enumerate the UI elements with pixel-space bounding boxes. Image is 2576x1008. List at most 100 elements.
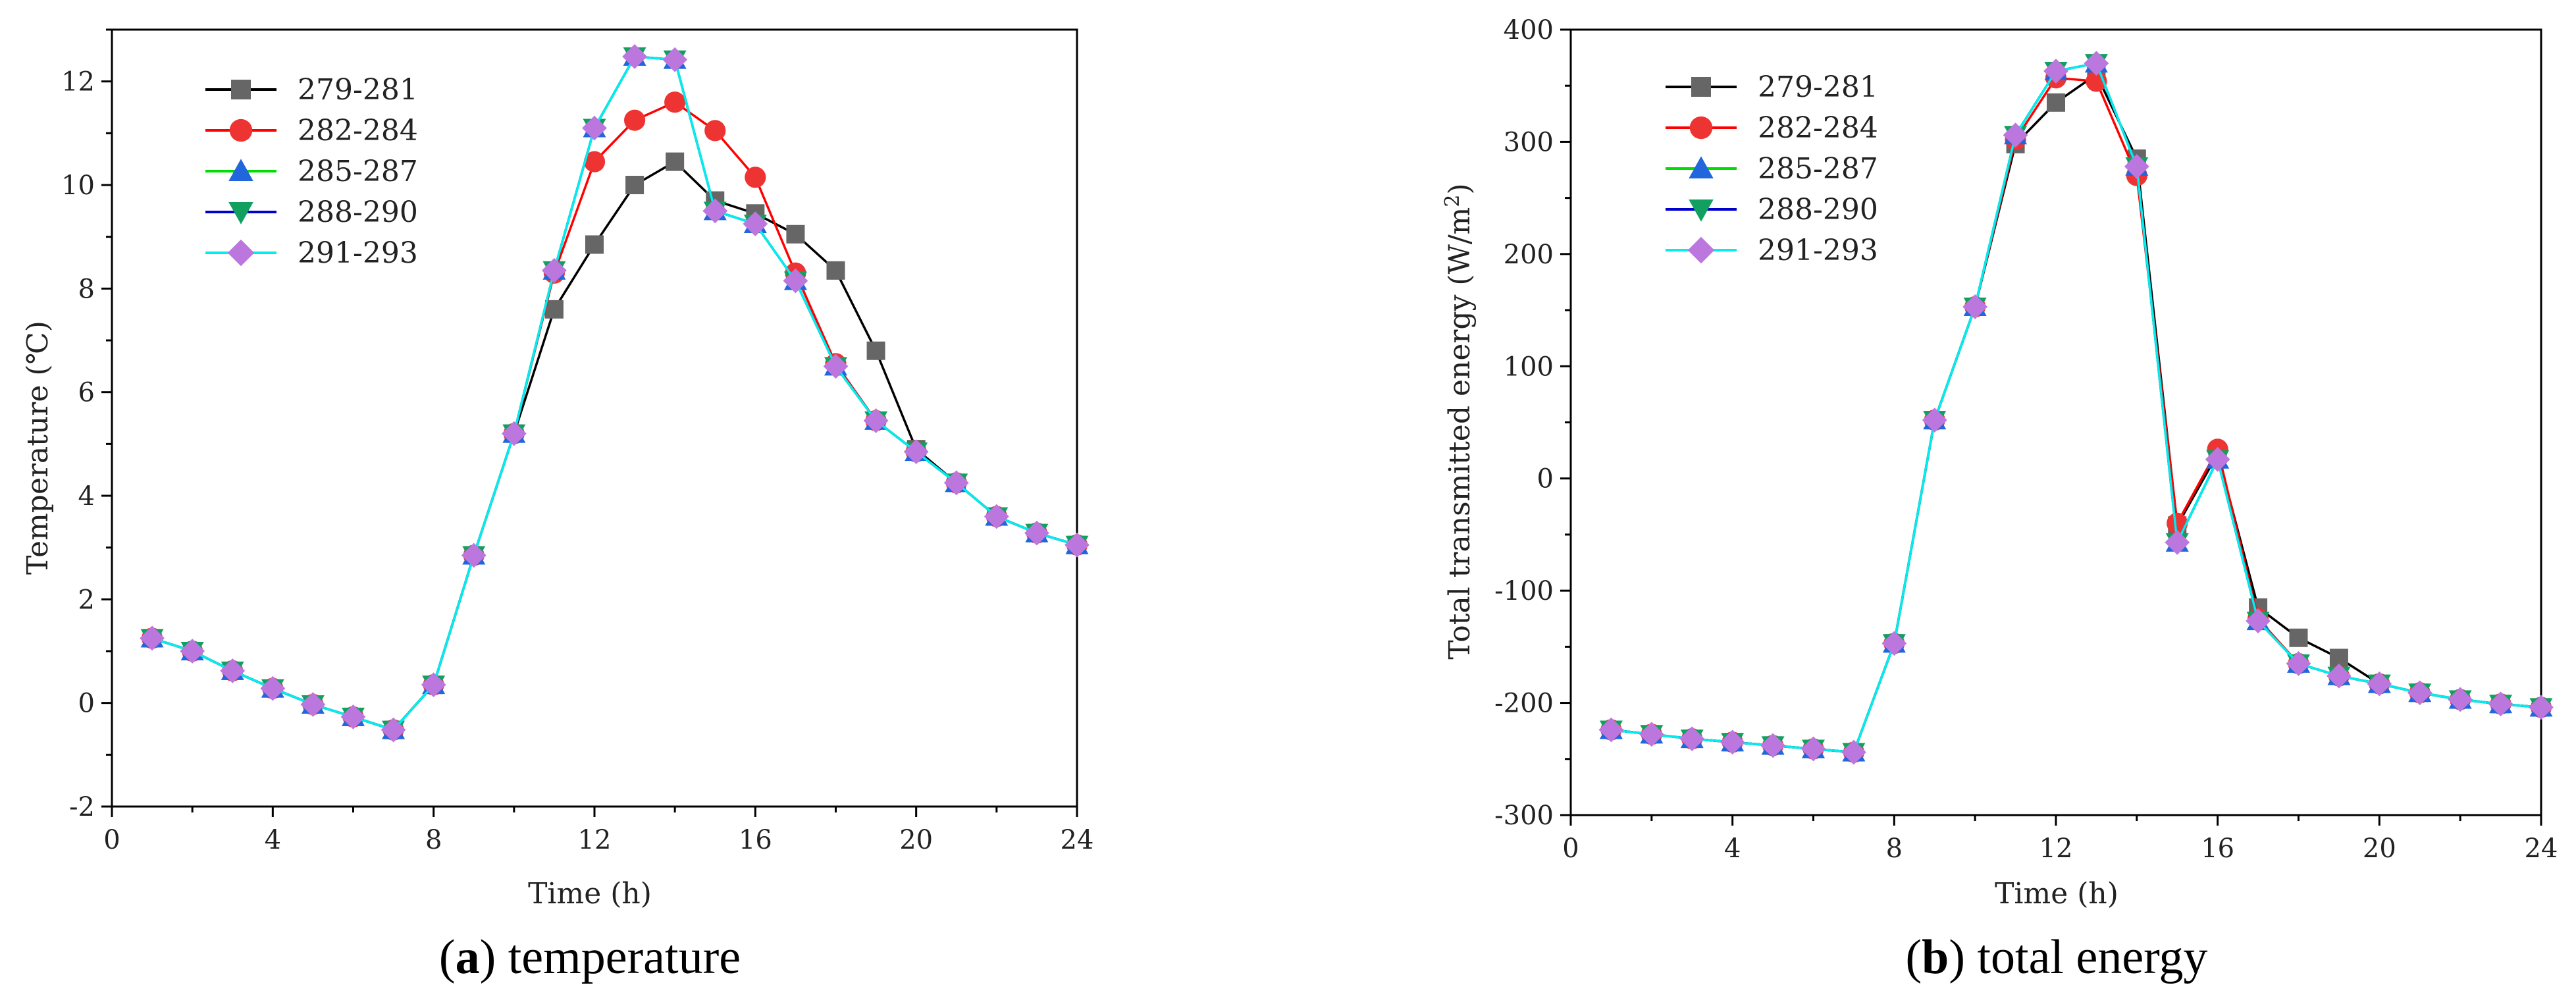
data-point	[2084, 51, 2109, 76]
legend: 279-281 282-284 285-287 288-290 291-293	[205, 73, 418, 270]
series-line	[151, 55, 1078, 731]
legend-label: 291-293	[298, 236, 418, 270]
caption-text: temperature	[496, 930, 741, 984]
data-point	[623, 109, 646, 131]
series-line	[151, 101, 1078, 731]
x-tick-label: 16	[739, 825, 772, 855]
series-285-287	[140, 45, 1089, 739]
data-point	[582, 115, 607, 141]
legend-item: 282-284	[1666, 111, 1878, 145]
data-point	[585, 235, 604, 254]
plot-frame	[111, 28, 1078, 808]
legend-item: 288-290	[205, 196, 418, 229]
x-tick-label: 20	[2363, 834, 2396, 864]
data-point	[300, 692, 326, 717]
y-axis-title-text: Total transmitted energy (W/m	[1443, 207, 1477, 660]
series-line	[1611, 62, 2542, 754]
y-axis-title-end: )	[1443, 183, 1477, 194]
y-tick-label: 0	[1537, 464, 1554, 494]
data-point	[704, 120, 726, 142]
caption-text: total energy	[1965, 930, 2208, 984]
x-axis: 0 4 8 12 16 20 24	[103, 807, 1093, 855]
legend-marker	[231, 80, 251, 99]
data-point	[984, 504, 1009, 529]
series-291-293	[140, 44, 1090, 743]
data-point	[2448, 687, 2473, 712]
data-point	[381, 717, 406, 743]
chart-total-energy: 0 4 8 12 16 20 24 -300 -200 -100 0 100 200 300 400 27…	[1441, 15, 2558, 984]
series-line	[1611, 62, 2542, 754]
data-point	[260, 676, 286, 701]
y-tick-label: 6	[78, 378, 95, 408]
series-layer	[140, 44, 1090, 743]
legend-label: 285-287	[298, 155, 418, 188]
legend-label: 282-284	[1758, 111, 1878, 145]
caption-letter: b	[1922, 930, 1949, 984]
data-point	[745, 167, 766, 188]
data-point	[220, 658, 246, 683]
data-point	[1024, 520, 1049, 546]
data-point	[823, 354, 849, 379]
data-point	[866, 341, 885, 360]
x-axis-title: Time (h)	[528, 877, 652, 911]
data-point	[2289, 628, 2308, 647]
caption-close: )	[480, 930, 496, 984]
data-point	[2286, 651, 2311, 676]
caption-letter: a	[456, 930, 480, 984]
data-point	[786, 225, 805, 244]
series-282-284	[141, 92, 1088, 741]
series-285-287	[1599, 51, 2553, 762]
data-point	[1639, 722, 1664, 747]
data-point	[2124, 154, 2149, 179]
x-tick-label: 12	[578, 825, 612, 855]
data-point	[666, 152, 685, 171]
y-tick-label: 0	[78, 689, 95, 719]
data-point	[461, 543, 486, 568]
legend-marker	[228, 159, 253, 181]
series-line	[151, 55, 1078, 731]
legend-item: 285-287	[1666, 152, 1878, 186]
data-point	[1841, 739, 1866, 765]
legend-marker	[228, 202, 253, 225]
legend-item: 291-293	[205, 236, 418, 270]
data-point	[180, 639, 205, 664]
data-point	[2205, 446, 2230, 472]
data-point	[943, 470, 969, 496]
y-tick-label: -200	[1494, 689, 1554, 719]
x-tick-label: 4	[1724, 834, 1741, 864]
data-point	[743, 211, 768, 236]
data-point	[2326, 663, 2352, 689]
x-tick-label: 12	[2039, 834, 2073, 864]
series-282-284	[1600, 67, 2552, 763]
series-279-281	[1602, 65, 2550, 762]
data-point	[1598, 717, 1624, 743]
legend-item: 282-284	[205, 114, 418, 147]
data-point	[1760, 733, 1785, 758]
legend-marker	[1687, 236, 1715, 264]
series-line	[151, 55, 1078, 731]
caption: (b) total energy	[1906, 930, 2208, 984]
y-tick-label: 12	[61, 67, 95, 97]
data-point	[2407, 680, 2432, 706]
legend-item: 288-290	[1666, 193, 1878, 226]
legend-marker	[1689, 156, 1714, 178]
plot-area	[111, 28, 1078, 808]
x-tick-label: 0	[1562, 834, 1579, 864]
x-tick-label: 16	[2201, 834, 2234, 864]
legend-item: 291-293	[1666, 234, 1878, 267]
data-point	[1962, 294, 1988, 319]
data-point	[340, 704, 366, 729]
x-tick-label: 8	[425, 825, 442, 855]
y-axis-title: Total transmitted energy (W/m2)	[1441, 183, 1477, 659]
y-tick-label: -300	[1494, 801, 1554, 831]
y-axis-title-sup: 2	[1441, 195, 1464, 207]
y-tick-label: 300	[1504, 127, 1554, 157]
legend-marker	[229, 119, 253, 142]
x-axis: 0 4 8 12 16 20 24	[1562, 815, 2558, 864]
x-tick-label: 4	[265, 825, 281, 855]
x-tick-label: 24	[2525, 834, 2558, 864]
data-point	[1801, 736, 1826, 762]
legend-label: 285-287	[1758, 152, 1878, 186]
